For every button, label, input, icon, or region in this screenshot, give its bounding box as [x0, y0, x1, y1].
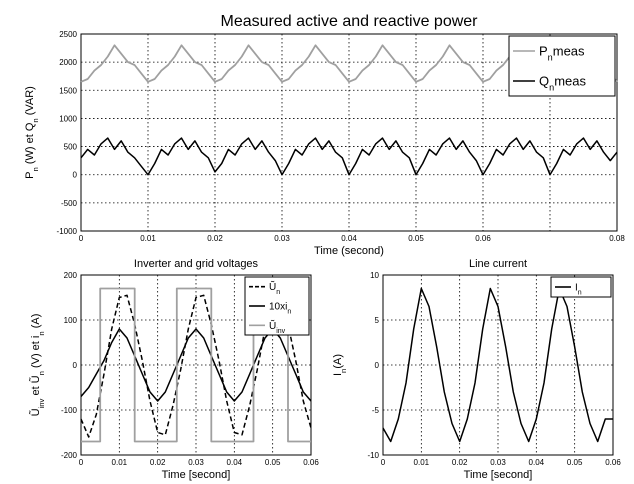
x-tick-label: 0.02 [207, 234, 223, 243]
legend-label: 10xin [269, 302, 291, 316]
legend-label: Ũinv [269, 319, 286, 335]
y-tick-label: 2500 [59, 30, 77, 39]
chart-title: Measured active and reactive power [220, 13, 478, 30]
x-tick-label: 0.04 [227, 458, 243, 467]
x-tick-label: 0.03 [490, 458, 506, 467]
x-tick-label: 0.05 [567, 458, 583, 467]
x-tick-label: 0.03 [188, 458, 204, 467]
x-tick-label: 0.02 [452, 458, 468, 467]
y-tick-label: -5 [372, 406, 380, 415]
x-tick-label: 0.01 [112, 458, 128, 467]
x-tick-label: 0.06 [605, 458, 621, 467]
legend-label: Qnmeas [539, 74, 586, 93]
y-tick-label: -1000 [57, 227, 78, 236]
y-axis-label: In(A) [332, 354, 348, 376]
y-tick-label: -100 [61, 406, 78, 415]
x-tick-label: 0.01 [140, 234, 156, 243]
x-tick-label: 0.06 [303, 458, 319, 467]
series-line-0 [80, 294, 312, 438]
chart-voltages: Inverter and grid voltages 0 0.01 0.02 0.03 0… [29, 258, 319, 481]
legend-box [508, 35, 616, 97]
x-axis-label: Time [second] [464, 469, 533, 481]
y-tick-label: -200 [61, 451, 78, 460]
chart-title: Line current [469, 258, 527, 270]
chart-title: Inverter and grid voltages [134, 258, 259, 270]
y-tick-label: 0 [73, 361, 78, 370]
y-tick-label: 100 [64, 316, 78, 325]
x-tick-label: 0.05 [265, 458, 281, 467]
series-line-1 [80, 137, 618, 176]
x-tick-label: 0.01 [414, 458, 430, 467]
y-axis-label: Pn (W) et Qn (VAR) [24, 86, 40, 179]
legend-box [550, 276, 612, 298]
x-tick-label: 0.05 [408, 234, 424, 243]
x-tick-label: 0 [79, 458, 84, 467]
x-tick-label: 0 [381, 458, 386, 467]
chart-power: Measured active and reactive power 0 0.01 0… [24, 13, 625, 257]
y-tick-label: 2000 [59, 58, 77, 67]
y-tick-label: 0 [73, 171, 78, 180]
y-tick-label: 1500 [59, 86, 77, 95]
x-tick-label: 0.03 [274, 234, 290, 243]
x-tick-label: 0.04 [529, 458, 545, 467]
x-tick-label: 0.04 [341, 234, 357, 243]
y-tick-label: 5 [375, 316, 380, 325]
y-tick-label: 200 [64, 271, 78, 280]
y-tick-label: 0 [375, 361, 380, 370]
legend-label: Ũn [269, 280, 280, 296]
series-line-0 [382, 287, 613, 443]
x-tick-label: 0.06 [475, 234, 491, 243]
legend-label: Pnmeas [539, 44, 585, 63]
x-axis-label: Time [second] [162, 469, 231, 481]
x-axis-label: Time (second) [314, 245, 384, 257]
x-tick-label: 0.02 [150, 458, 166, 467]
legend-label: In [575, 283, 582, 297]
y-tick-label: 1000 [59, 114, 77, 123]
y-tick-label: -10 [367, 451, 379, 460]
y-axis-label: Ũinv et Ũn (V) et in (A) [29, 314, 46, 417]
x-tick-label: 0.08 [609, 234, 625, 243]
y-tick-label: 500 [64, 143, 78, 152]
x-tick-label: 0 [79, 234, 84, 243]
y-tick-label: 10 [370, 271, 379, 280]
chart-line-current: Line current 0 0.01 0.02 0.03 0.04 0.05 0.06 10 5… [332, 258, 621, 481]
y-tick-label: -500 [61, 199, 78, 208]
